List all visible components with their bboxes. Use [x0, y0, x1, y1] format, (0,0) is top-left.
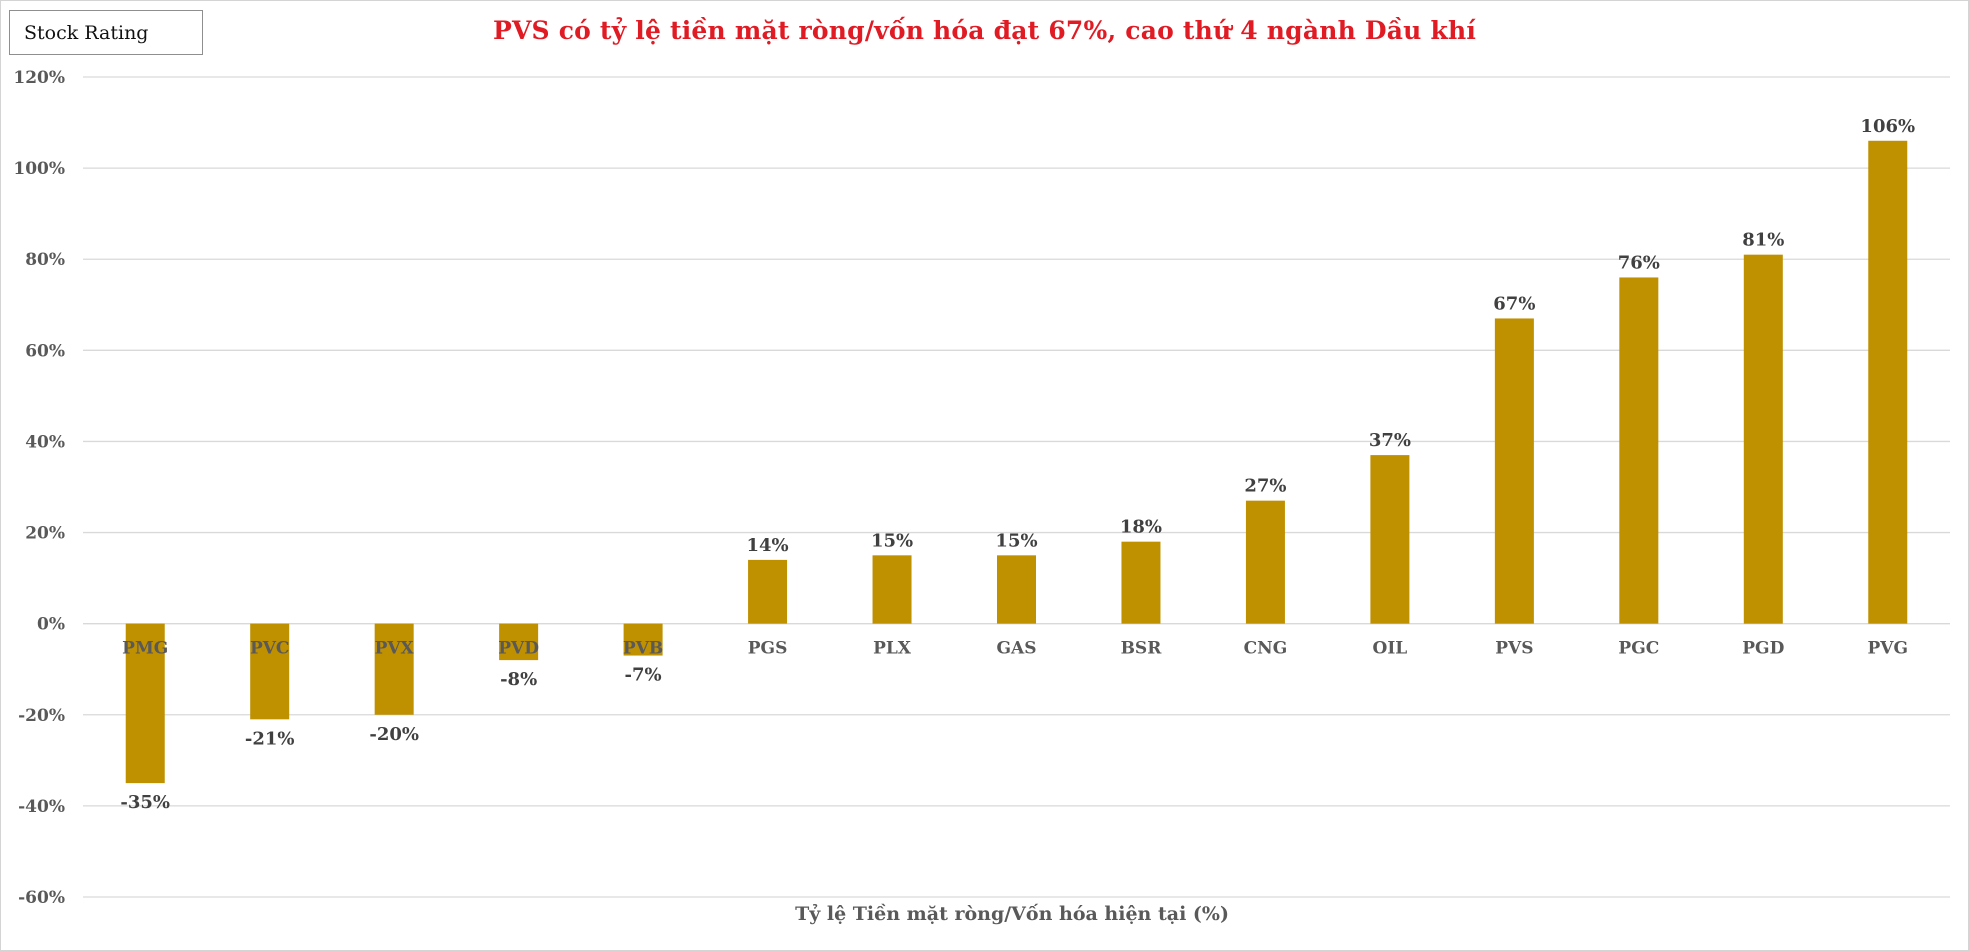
- bar-pgc: [1619, 277, 1659, 624]
- data-label-pvg: 106%: [1860, 116, 1915, 137]
- y-tick-label: 20%: [25, 524, 65, 544]
- category-labels: PMG PVC PVX PVD PVB PGS PLX GAS BSR CNG OIL PVS PGC P…: [122, 639, 1908, 659]
- y-tick-label: -60%: [18, 888, 65, 908]
- category-label-pgs: PGS: [748, 639, 788, 659]
- bar-pgs: [748, 559, 788, 624]
- data-label-pvc: -21%: [245, 728, 295, 749]
- category-label-pmg: PMG: [122, 639, 168, 659]
- brand-label-box: Stock Rating: [9, 10, 203, 55]
- category-label-bsr: BSR: [1121, 639, 1163, 659]
- data-label-pgs: 14%: [746, 535, 788, 556]
- bar-cng: [1245, 500, 1285, 624]
- data-label-plx: 15%: [871, 530, 913, 551]
- bar-gas: [997, 555, 1036, 624]
- category-label-pvd: PVD: [498, 639, 539, 659]
- data-label-pvd: -8%: [500, 669, 537, 690]
- bar-plx: [872, 555, 912, 624]
- data-label-pvs: 67%: [1493, 293, 1535, 314]
- bar-pvs: [1494, 318, 1534, 624]
- data-label-cng: 27%: [1244, 476, 1286, 497]
- data-label-bsr: 18%: [1120, 517, 1162, 538]
- category-label-gas: GAS: [997, 639, 1037, 659]
- category-label-oil: OIL: [1373, 639, 1408, 659]
- category-label-pvs: PVS: [1495, 639, 1533, 659]
- bar-pvb: [623, 623, 663, 656]
- y-tick-label: 80%: [25, 250, 65, 270]
- y-tick-label: 100%: [13, 159, 65, 179]
- data-label-pgc: 76%: [1618, 252, 1660, 273]
- category-label-pvc: PVC: [250, 639, 290, 659]
- grid-lines: [83, 76, 1950, 898]
- y-tick-label: -20%: [18, 706, 65, 726]
- brand-label: Stock Rating: [24, 21, 149, 44]
- bar-pvd: [499, 623, 539, 661]
- bar-bsr: [1121, 541, 1161, 624]
- y-tick-label: 0%: [37, 615, 65, 635]
- bars: [125, 140, 1908, 784]
- category-label-pvb: PVB: [623, 639, 663, 659]
- data-label-pvb: -7%: [625, 665, 662, 686]
- data-label-pvx: -20%: [369, 724, 419, 745]
- category-label-pgd: PGD: [1742, 639, 1784, 659]
- data-label-gas: 15%: [995, 530, 1037, 551]
- data-labels: -35% -21% -20% -8% -7% 14% 15% 15% 18% 27% 37% 67% 7…: [120, 116, 1915, 813]
- y-tick-label: -40%: [18, 797, 65, 817]
- bar-pvx: [374, 623, 414, 715]
- bar-pmg: [125, 623, 165, 784]
- bar-pvc: [250, 623, 290, 720]
- category-label-cng: CNG: [1244, 639, 1288, 659]
- bar-pgd: [1743, 254, 1783, 624]
- category-label-pvg: PVG: [1868, 639, 1909, 659]
- data-label-pmg: -35%: [120, 792, 170, 813]
- x-axis-title: Tỷ lệ Tiền mặt ròng/Vốn hóa hiện tại (%): [795, 903, 1229, 925]
- y-axis-tick-labels: -60% -40% -20% 0% 20% 40% 60% 80% 100% 120%: [13, 68, 65, 908]
- category-label-plx: PLX: [873, 639, 912, 659]
- data-label-oil: 37%: [1369, 430, 1411, 451]
- y-tick-label: 40%: [25, 432, 65, 452]
- data-label-pgd: 81%: [1742, 230, 1784, 251]
- y-tick-label: 120%: [13, 68, 65, 88]
- category-label-pvx: PVX: [375, 639, 415, 659]
- y-tick-label: 60%: [25, 341, 65, 361]
- bar-oil: [1370, 455, 1410, 624]
- bar-pvg: [1868, 140, 1908, 624]
- category-label-pgc: PGC: [1618, 639, 1659, 659]
- chart-title: PVS có tỷ lệ tiền mặt ròng/vốn hóa đạt 6…: [492, 16, 1477, 45]
